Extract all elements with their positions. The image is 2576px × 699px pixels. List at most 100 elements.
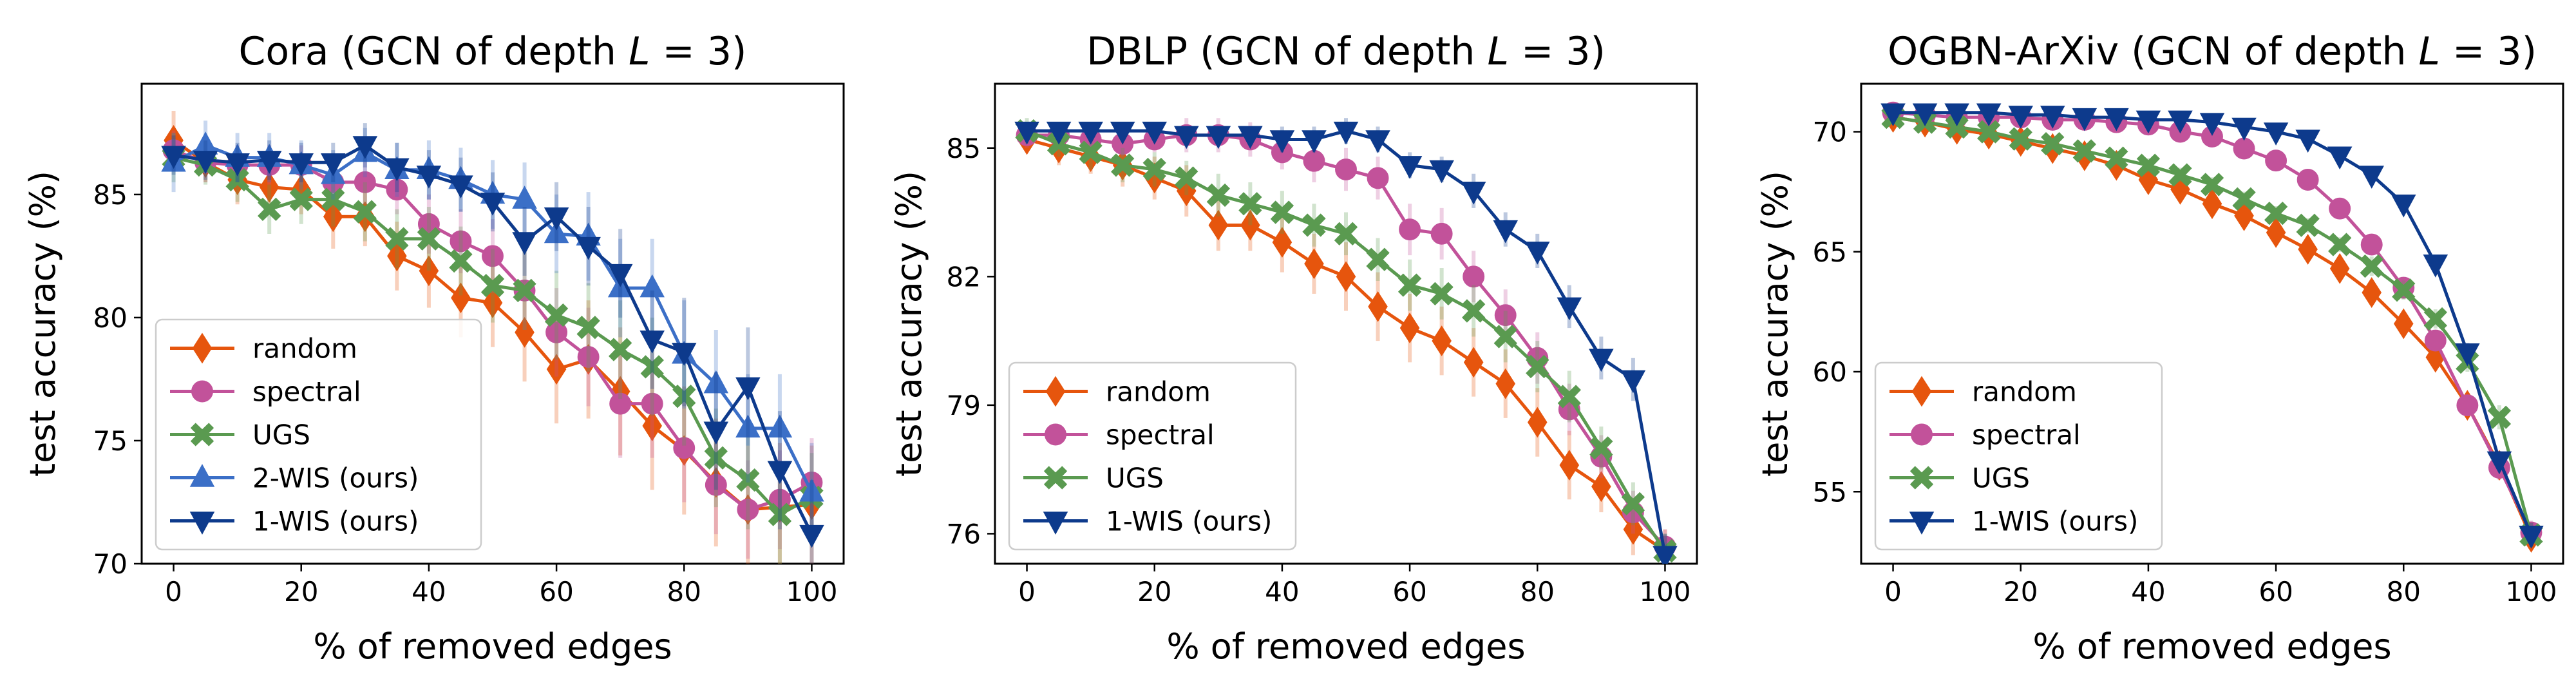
data-point bbox=[799, 478, 824, 502]
legend-item: 1-WIS (ours) bbox=[170, 506, 419, 537]
data-point bbox=[2136, 110, 2161, 134]
data-point bbox=[2168, 110, 2193, 134]
data-point bbox=[2264, 201, 2288, 225]
legend-item: 2-WIS (ours) bbox=[170, 463, 419, 494]
data-point bbox=[1526, 354, 1549, 379]
data-point bbox=[1397, 273, 1422, 297]
legend: random spectral UGS 2-WIS (ours) 1-WIS (ours… bbox=[155, 318, 482, 551]
data-point bbox=[384, 158, 410, 182]
legend-item: UGS bbox=[1023, 463, 1164, 494]
legend-marker bbox=[192, 332, 213, 364]
data-point bbox=[737, 498, 759, 521]
data-point bbox=[256, 151, 282, 174]
data-point bbox=[1046, 121, 1072, 145]
data-point bbox=[2232, 187, 2256, 211]
data-point bbox=[161, 146, 186, 169]
data-point bbox=[225, 153, 250, 177]
legend-label: spectral bbox=[252, 376, 361, 408]
data-point bbox=[1557, 297, 1582, 321]
data-point bbox=[2329, 253, 2350, 284]
data-point bbox=[799, 524, 824, 548]
data-point bbox=[609, 338, 632, 361]
legend-marker bbox=[1043, 512, 1068, 535]
data-point bbox=[1495, 368, 1516, 399]
data-point bbox=[321, 153, 346, 177]
legend-label: UGS bbox=[1106, 463, 1164, 494]
data-point bbox=[1272, 227, 1293, 258]
x-tick-label: 0 bbox=[1884, 576, 1902, 608]
x-tick-label: 80 bbox=[1520, 576, 1555, 608]
data-point bbox=[2200, 173, 2224, 196]
data-point bbox=[1304, 248, 1324, 280]
legend-marker bbox=[191, 380, 213, 403]
data-point bbox=[1399, 312, 1420, 344]
data-point bbox=[2362, 277, 2382, 308]
data-point bbox=[2519, 526, 2544, 549]
x-axis-label: % of removed edges bbox=[2032, 626, 2391, 667]
x-axis-label: % of removed edges bbox=[1166, 626, 1525, 667]
data-point bbox=[1335, 158, 1357, 180]
data-point bbox=[1430, 222, 1453, 245]
data-point bbox=[1238, 126, 1263, 149]
x-tick-label: 20 bbox=[1137, 576, 1171, 608]
data-point bbox=[193, 151, 218, 174]
y-tick-label: 70 bbox=[93, 548, 128, 580]
data-point bbox=[1976, 103, 2002, 127]
y-tick-label: 75 bbox=[93, 425, 128, 457]
legend-item: UGS bbox=[170, 419, 310, 451]
x-tick-label: 100 bbox=[786, 576, 837, 608]
data-point bbox=[640, 355, 664, 379]
legend-item: random bbox=[1889, 376, 2077, 408]
data-point bbox=[2266, 217, 2286, 248]
legend-box bbox=[155, 318, 482, 551]
data-point bbox=[1493, 220, 1518, 244]
data-point bbox=[259, 171, 279, 203]
legend-item: spectral bbox=[1889, 419, 2081, 451]
y-tick-label: 79 bbox=[947, 390, 981, 421]
x-tick-label: 40 bbox=[412, 576, 446, 608]
data-point bbox=[352, 136, 378, 159]
legend-item: UGS bbox=[1889, 463, 2030, 494]
y-tick-label: 85 bbox=[93, 179, 128, 211]
data-point bbox=[1591, 471, 1611, 503]
data-point bbox=[736, 468, 760, 492]
x-tick-label: 60 bbox=[539, 576, 573, 608]
data-point bbox=[1653, 546, 1678, 564]
data-point bbox=[451, 282, 471, 314]
data-point bbox=[2296, 213, 2320, 237]
data-point bbox=[1366, 247, 1390, 271]
data-point bbox=[2329, 197, 2351, 220]
data-point bbox=[482, 245, 504, 267]
data-point bbox=[1429, 160, 1454, 184]
data-point bbox=[767, 414, 793, 438]
data-point bbox=[2360, 233, 2383, 256]
data-point bbox=[2104, 108, 2129, 131]
data-point bbox=[2202, 188, 2222, 220]
data-point bbox=[2424, 329, 2447, 352]
data-point bbox=[2392, 278, 2416, 302]
chart-panel-3: OGBN-ArXiv (GCN of depth L = 3) 0 20 40 60 80… bbox=[1755, 29, 2564, 667]
plot-area bbox=[1014, 118, 1678, 564]
data-point bbox=[448, 175, 473, 199]
data-point bbox=[1368, 291, 1388, 322]
plot-area bbox=[161, 111, 824, 564]
data-point bbox=[482, 287, 503, 318]
plot-frame bbox=[140, 82, 845, 565]
series-ugs bbox=[162, 133, 824, 564]
data-point bbox=[1333, 121, 1359, 145]
plot-frame bbox=[994, 82, 1698, 565]
data-point bbox=[480, 193, 506, 216]
legend-label: 2-WIS (ours) bbox=[252, 463, 419, 494]
data-point bbox=[2040, 106, 2065, 129]
data-point bbox=[512, 232, 537, 255]
data-point bbox=[1463, 265, 1485, 288]
data-point bbox=[1270, 200, 1294, 224]
data-point bbox=[2263, 122, 2289, 146]
data-point bbox=[2423, 254, 2448, 278]
data-point bbox=[576, 316, 600, 340]
legend-marker bbox=[1043, 466, 1068, 490]
legend-label: UGS bbox=[252, 419, 310, 451]
legend-box bbox=[1874, 361, 2163, 551]
data-point bbox=[258, 197, 281, 221]
data-point bbox=[1589, 436, 1613, 460]
